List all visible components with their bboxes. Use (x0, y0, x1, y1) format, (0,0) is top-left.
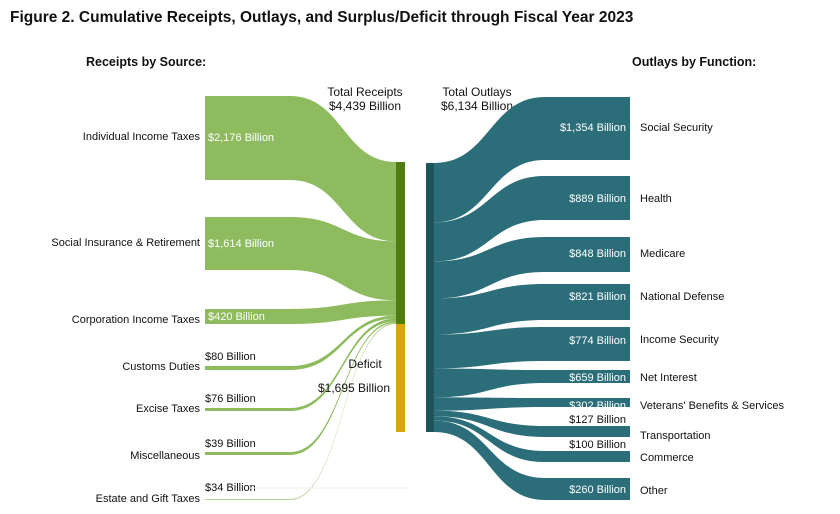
receipt-flow (290, 322, 396, 500)
receipt-value-label: $76 Billion (205, 393, 256, 405)
receipt-node (205, 217, 290, 270)
outlay-category-label: National Defense (640, 291, 724, 303)
outlay-flow (434, 397, 545, 411)
outlay-node (544, 284, 630, 320)
receipt-flow (290, 217, 396, 301)
deficit-label: Deficit (348, 357, 382, 371)
receipt-category-label: Corporation Income Taxes (72, 314, 201, 326)
receipt-flow (290, 96, 396, 242)
outlay-value-label: $659 Billion (569, 372, 626, 384)
outlay-category-label: Transportation (640, 430, 711, 442)
total-receipts-label: Total Receipts (327, 85, 402, 99)
outlay-category-label: Social Security (640, 122, 713, 134)
receipt-flow (290, 300, 396, 324)
receipt-node (205, 96, 290, 180)
receipt-flow (290, 318, 396, 411)
outlay-value-label: $260 Billion (569, 484, 626, 496)
receipt-category-label: Excise Taxes (136, 403, 200, 415)
outlay-flow (434, 327, 545, 369)
total-outlays-bar (426, 163, 434, 432)
deficit-value: $1,695 Billion (318, 381, 390, 395)
outlay-node (544, 327, 630, 361)
receipt-node (205, 366, 290, 370)
outlay-value-label: $774 Billion (569, 335, 626, 347)
receipt-flow (290, 315, 396, 370)
receipt-node (205, 499, 290, 500)
receipt-category-label: Individual Income Taxes (83, 131, 201, 143)
outlay-value-label: $821 Billion (569, 291, 626, 303)
receipt-node (205, 452, 290, 455)
receipt-value-label: $80 Billion (205, 351, 256, 363)
outlay-node (544, 451, 630, 462)
total-outlays-label: Total Outlays (442, 85, 511, 99)
receipt-category-label: Customs Duties (122, 361, 200, 373)
outlay-category-label: Commerce (640, 452, 694, 464)
outlay-node (544, 426, 630, 437)
outlay-flow (434, 176, 545, 262)
outlay-node (544, 478, 630, 500)
receipt-node (205, 309, 290, 324)
total-outlays-value: $6,134 Billion (441, 99, 513, 113)
outlay-node (544, 398, 630, 407)
outlay-flow (434, 420, 545, 500)
outlay-value-label: $848 Billion (569, 248, 626, 260)
receipt-value-label: $2,176 Billion (208, 132, 274, 144)
outlay-value-label: $100 Billion (569, 439, 626, 451)
outlay-value-label: $127 Billion (569, 414, 626, 426)
total-receipts-value: $4,439 Billion (329, 99, 401, 113)
outlay-flow (434, 416, 545, 462)
outlay-node (544, 237, 630, 272)
outlay-category-label: Medicare (640, 248, 685, 260)
receipts-heading: Receipts by Source: (86, 55, 206, 69)
receipt-node (205, 408, 290, 411)
receipt-value-label: $420 Billion (208, 311, 265, 323)
outlay-flow (434, 284, 545, 335)
outlay-category-label: Veterans' Benefits & Services (640, 400, 784, 412)
outlay-value-label: $889 Billion (569, 193, 626, 205)
outlay-flow (434, 368, 545, 398)
receipt-category-label: Miscellaneous (130, 450, 200, 462)
outlay-flow (434, 410, 545, 437)
receipt-flow (290, 321, 396, 455)
outlay-value-label: $1,354 Billion (560, 122, 626, 134)
outlay-category-label: Net Interest (640, 372, 697, 384)
outlay-category-label: Other (640, 485, 668, 497)
outlay-category-label: Health (640, 193, 672, 205)
outlay-flow (434, 97, 545, 223)
outlay-category-label: Income Security (640, 334, 719, 346)
chart-title: Figure 2. Cumulative Receipts, Outlays, … (10, 9, 634, 26)
receipt-category-label: Estate and Gift Taxes (96, 493, 201, 505)
outlay-flow (434, 237, 545, 299)
outlays-heading: Outlays by Function: (632, 55, 756, 69)
deficit-bar (396, 324, 405, 432)
receipt-category-label: Social Insurance & Retirement (51, 237, 200, 249)
outlay-node (544, 370, 630, 383)
outlay-value-label: $302 Billion (569, 400, 626, 412)
outlay-node (544, 176, 630, 220)
receipt-value-label: $34 Billion (205, 482, 256, 494)
total-receipts-bar (396, 162, 405, 324)
receipt-value-label: $1,614 Billion (208, 238, 274, 250)
receipt-value-label: $39 Billion (205, 438, 256, 450)
outlay-node (544, 97, 630, 160)
